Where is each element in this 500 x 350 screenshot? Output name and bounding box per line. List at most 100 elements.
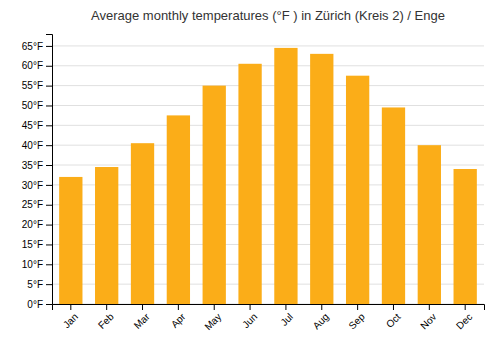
bar	[131, 143, 154, 304]
y-tick-label: 55°F	[22, 80, 43, 91]
y-tick-label: 15°F	[22, 239, 43, 250]
x-tick-label: Nov	[418, 311, 438, 331]
y-tick-label: 25°F	[22, 199, 43, 210]
bar	[310, 54, 333, 304]
bar	[454, 169, 477, 304]
x-tick-label: Dec	[454, 311, 474, 331]
y-tick-mark	[46, 244, 52, 245]
title: Average monthly temperatures (°F ) in Zü…	[91, 8, 445, 23]
bar	[167, 115, 190, 304]
grid-line	[52, 125, 484, 126]
x-tick-label: Apr	[169, 311, 188, 330]
y-tick-mark	[46, 225, 52, 226]
y-tick-label: 45°F	[22, 120, 43, 131]
x-tick-label: Mar	[132, 311, 152, 331]
y-tick: 5°F	[27, 279, 52, 290]
y-tick-mark	[46, 145, 52, 146]
x-tick: Jun	[240, 304, 259, 330]
x-tick: Jan	[61, 304, 80, 330]
y-tick: 25°F	[22, 199, 52, 210]
grid	[52, 46, 484, 304]
grid-line	[52, 45, 484, 46]
bar	[59, 177, 82, 304]
y-tick: 50°F	[22, 100, 52, 111]
x-tick-mark	[250, 304, 251, 310]
y-axis: 0°F 5°F 10°F 15°F 20°F 25°F 30°F 35°F 40°F 45°F 50…	[22, 35, 53, 310]
bar	[382, 107, 405, 304]
y-tick-label: 0°F	[27, 299, 43, 310]
y-tick-mark	[46, 86, 52, 87]
x-tick-mark	[285, 304, 286, 310]
bar	[418, 145, 441, 304]
grid-line	[52, 65, 484, 66]
y-tick-label: 5°F	[27, 279, 43, 290]
y-tick-label: 20°F	[22, 219, 43, 230]
x-tick: Sep	[346, 304, 367, 331]
x-tick-mark	[106, 304, 107, 310]
y-tick: 20°F	[22, 219, 52, 230]
y-tick-mark	[46, 264, 52, 265]
y-tick: 45°F	[22, 120, 52, 131]
y-tick-label: 40°F	[22, 140, 43, 151]
bar	[238, 64, 261, 304]
x-tick: Mar	[132, 304, 152, 331]
plot: 0°F 5°F 10°F 15°F 20°F 25°F 30°F 35°F 40°F 45°F 50…	[22, 35, 485, 333]
x-tick: Dec	[454, 304, 474, 331]
x-tick: Jul	[278, 304, 295, 328]
y-tick: 55°F	[22, 80, 52, 91]
x-tick: Oct	[384, 304, 403, 330]
y-tick-label: 50°F	[22, 100, 43, 111]
x-tick-mark	[70, 304, 71, 310]
y-tick: 35°F	[22, 160, 52, 171]
y-tick-label: 35°F	[22, 160, 43, 171]
y-axis-line	[46, 35, 53, 305]
x-axis: Jan Feb Mar Apr May Jun Jul Aug Sep Oct Nov Dec	[53, 304, 485, 332]
y-tick: 10°F	[22, 259, 52, 270]
y-tick: 60°F	[22, 60, 52, 71]
x-tick-mark	[393, 304, 394, 310]
x-tick: Aug	[311, 304, 331, 331]
x-tick-mark	[429, 304, 430, 310]
y-tick-label: 60°F	[22, 60, 43, 71]
y-tick-mark	[46, 304, 52, 305]
y-tick: 15°F	[22, 239, 52, 250]
grid-line	[52, 85, 484, 86]
y-tick-label: 65°F	[22, 41, 43, 52]
x-tick-mark	[357, 304, 358, 310]
y-tick: 0°F	[27, 299, 52, 310]
y-tick: 65°F	[22, 41, 52, 52]
x-tick: May	[202, 304, 223, 332]
x-axis-line	[53, 305, 485, 311]
y-tick-mark	[46, 165, 52, 166]
x-tick: Nov	[418, 304, 438, 331]
y-tick-mark	[46, 46, 52, 47]
y-tick-mark	[46, 105, 52, 106]
y-tick-mark	[46, 284, 52, 285]
y-tick-label: 10°F	[22, 259, 43, 270]
y-tick-label: 30°F	[22, 180, 43, 191]
grid-line	[52, 105, 484, 106]
y-tick-mark	[46, 185, 52, 186]
x-tick-mark	[178, 304, 179, 310]
x-tick-mark	[321, 304, 322, 310]
x-tick-label: Jan	[61, 311, 80, 330]
chart: 0°F 5°F 10°F 15°F 20°F 25°F 30°F 35°F 40°F 45°F 50…	[0, 0, 500, 350]
x-tick-mark	[214, 304, 215, 310]
y-tick-mark	[46, 205, 52, 206]
x-tick-label: May	[202, 311, 223, 332]
x-tick-label: Sep	[346, 311, 367, 332]
x-tick-mark	[465, 304, 466, 310]
x-tick-label: Oct	[384, 311, 403, 330]
bars	[59, 48, 477, 304]
bar	[95, 167, 118, 304]
x-tick-label: Feb	[96, 311, 116, 331]
x-tick-mark	[142, 304, 143, 310]
x-tick-label: Jun	[240, 311, 259, 330]
x-tick: Apr	[169, 304, 188, 330]
bar	[274, 48, 297, 304]
y-tick: 30°F	[22, 180, 52, 191]
x-tick-label: Aug	[311, 311, 331, 331]
bar	[346, 76, 369, 304]
y-tick-mark	[46, 125, 52, 126]
x-tick-label: Jul	[278, 311, 295, 328]
